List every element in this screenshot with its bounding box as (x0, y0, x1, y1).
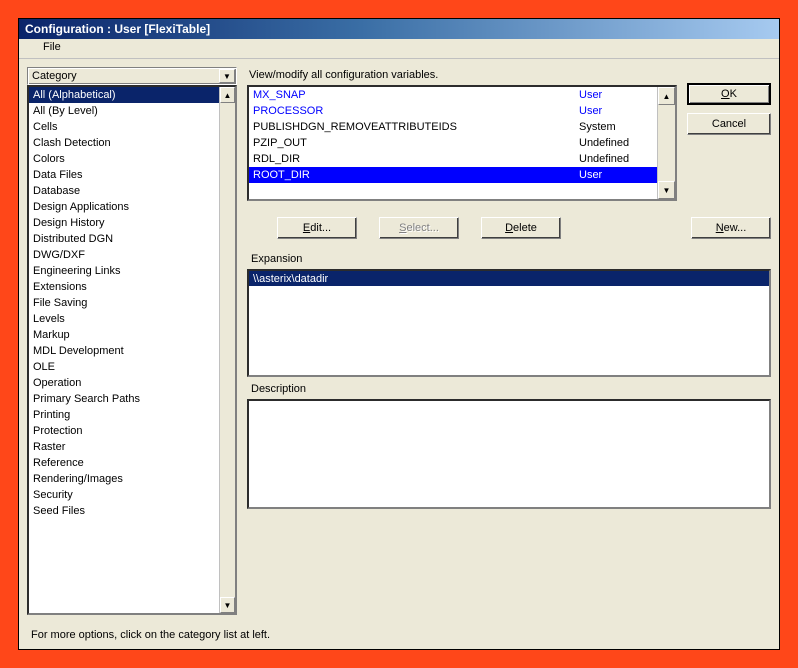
cancel-button[interactable]: Cancel (687, 113, 771, 135)
table-row[interactable]: PZIP_OUTUndefined (249, 135, 657, 151)
list-item[interactable]: Cells (29, 119, 219, 135)
edit-button[interactable]: Edit... (277, 217, 357, 239)
list-item[interactable]: Extensions (29, 279, 219, 295)
category-header-label: Category (32, 70, 77, 82)
var-name: PROCESSOR (253, 103, 579, 119)
list-item[interactable]: OLE (29, 359, 219, 375)
list-item[interactable]: File Saving (29, 295, 219, 311)
list-item[interactable]: Security (29, 487, 219, 503)
list-item[interactable]: Protection (29, 423, 219, 439)
window-title: Configuration : User [FlexiTable] (25, 22, 210, 36)
list-item[interactable]: Raster (29, 439, 219, 455)
list-item[interactable]: Distributed DGN (29, 231, 219, 247)
list-item[interactable]: MDL Development (29, 343, 219, 359)
table-row[interactable]: ROOT_DIRUser (249, 167, 657, 183)
expansion-value: \\asterix\datadir (249, 271, 769, 286)
config-window: Configuration : User [FlexiTable] File C… (18, 18, 780, 650)
scroll-down-icon[interactable]: ▼ (220, 597, 235, 613)
table-row[interactable]: PUBLISHDGN_REMOVEATTRIBUTEIDSSystem (249, 119, 657, 135)
list-item[interactable]: Primary Search Paths (29, 391, 219, 407)
footer-hint: For more options, click on the category … (19, 619, 779, 649)
list-item[interactable]: Design Applications (29, 199, 219, 215)
select-button[interactable]: Select... (379, 217, 459, 239)
category-panel: Category ▼ All (Alphabetical)All (By Lev… (27, 67, 237, 615)
menubar: File (19, 39, 779, 59)
list-item[interactable]: Colors (29, 151, 219, 167)
dialog-buttons: OK Cancel (687, 67, 771, 201)
list-item[interactable]: Seed Files (29, 503, 219, 519)
list-item[interactable]: Printing (29, 407, 219, 423)
category-header[interactable]: Category ▼ (27, 67, 237, 85)
scroll-thumb[interactable] (658, 105, 675, 181)
chevron-down-icon[interactable]: ▼ (219, 69, 235, 83)
list-item[interactable]: Markup (29, 327, 219, 343)
var-name: PUBLISHDGN_REMOVEATTRIBUTEIDS (253, 119, 579, 135)
var-scope: Undefined (579, 151, 653, 167)
var-name: PZIP_OUT (253, 135, 579, 151)
var-name: MX_SNAP (253, 87, 579, 103)
ok-button[interactable]: OK (687, 83, 771, 105)
list-item[interactable]: Levels (29, 311, 219, 327)
list-item[interactable]: Reference (29, 455, 219, 471)
variables-listbox[interactable]: MX_SNAPUserPROCESSORUserPUBLISHDGN_REMOV… (247, 85, 677, 201)
expansion-label: Expansion (247, 247, 771, 269)
right-panel: View/modify all configuration variables.… (247, 67, 771, 615)
expansion-box[interactable]: \\asterix\datadir (247, 269, 771, 377)
table-row[interactable]: PROCESSORUser (249, 103, 657, 119)
new-button[interactable]: New... (691, 217, 771, 239)
list-item[interactable]: All (Alphabetical) (29, 87, 219, 103)
scrollbar[interactable]: ▲ ▼ (657, 87, 675, 199)
variables-prompt: View/modify all configuration variables. (247, 67, 677, 85)
var-scope: User (579, 167, 653, 183)
menu-file[interactable]: File (27, 39, 77, 55)
list-item[interactable]: All (By Level) (29, 103, 219, 119)
list-item[interactable]: Data Files (29, 167, 219, 183)
delete-button[interactable]: Delete (481, 217, 561, 239)
content: Category ▼ All (Alphabetical)All (By Lev… (19, 59, 779, 619)
list-item[interactable]: Clash Detection (29, 135, 219, 151)
scrollbar[interactable]: ▲ ▼ (219, 87, 235, 613)
list-item[interactable]: DWG/DXF (29, 247, 219, 263)
var-scope: System (579, 119, 653, 135)
list-item[interactable]: Operation (29, 375, 219, 391)
scroll-up-icon[interactable]: ▲ (220, 87, 235, 103)
description-box[interactable] (247, 399, 771, 509)
list-item[interactable]: Database (29, 183, 219, 199)
var-scope: User (579, 103, 653, 119)
action-buttons: Edit... Select... Delete New... (247, 201, 771, 247)
table-row[interactable]: RDL_DIRUndefined (249, 151, 657, 167)
var-name: ROOT_DIR (253, 167, 579, 183)
var-scope: Undefined (579, 135, 653, 151)
description-label: Description (247, 377, 771, 399)
category-listbox[interactable]: All (Alphabetical)All (By Level)CellsCla… (27, 85, 237, 615)
list-item[interactable]: Rendering/Images (29, 471, 219, 487)
chevron-down-icon[interactable]: ▼ (658, 181, 675, 199)
var-scope: User (579, 87, 653, 103)
list-item[interactable]: Engineering Links (29, 263, 219, 279)
titlebar: Configuration : User [FlexiTable] (19, 19, 779, 39)
table-row[interactable]: MX_SNAPUser (249, 87, 657, 103)
list-item[interactable]: Design History (29, 215, 219, 231)
var-name: RDL_DIR (253, 151, 579, 167)
scroll-up-icon[interactable]: ▲ (658, 87, 675, 105)
